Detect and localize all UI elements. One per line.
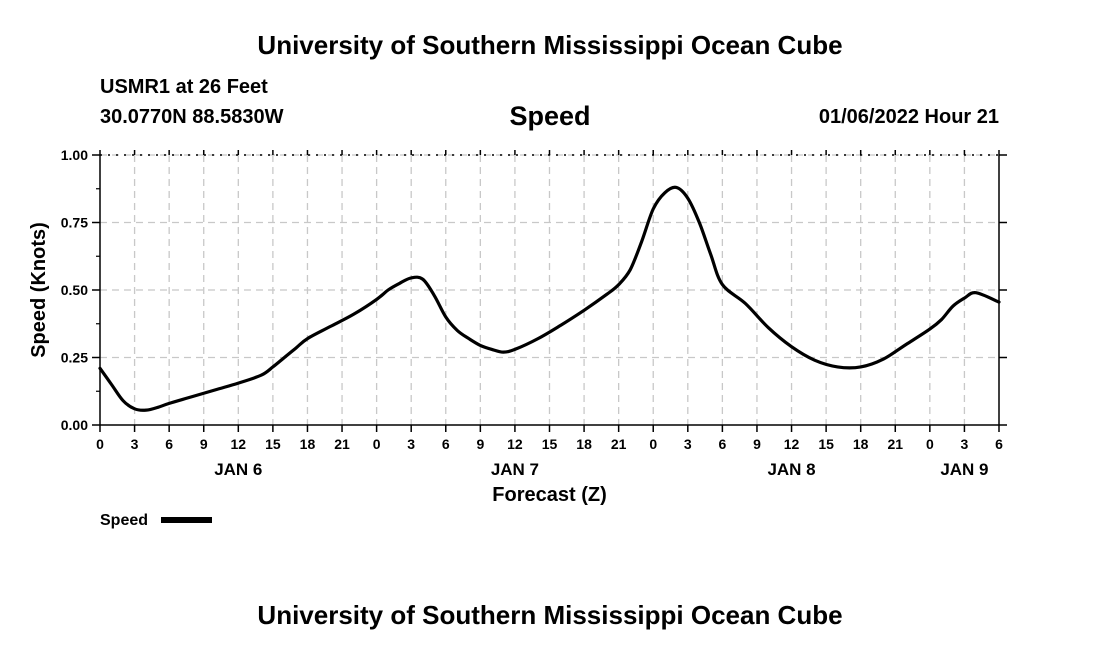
axes (92, 150, 1007, 432)
labels: 0.00 0.25 0.50 0.75 1.00 0 3 6 9 12 15 18 21 0 3 6 9 12 15… (28, 147, 1003, 529)
x-tick-label: 12 (231, 436, 247, 452)
x-tick-label: 9 (476, 436, 484, 452)
x-tick-label: 3 (684, 436, 692, 452)
x-tick-label: 3 (407, 436, 415, 452)
series-line-speed (98, 185, 1001, 412)
y-tick-label: 0.00 (61, 417, 88, 433)
x-tick-label: 15 (818, 436, 834, 452)
x-tick-label: 15 (542, 436, 558, 452)
x-tick-label: 12 (507, 436, 523, 452)
coordinates-label: 30.0770N 88.5830W (100, 106, 284, 128)
x-tick-label: 9 (753, 436, 761, 452)
x-tick-label: 18 (300, 436, 316, 452)
forecast-datetime: 01/06/2022 Hour 21 (818, 106, 999, 128)
x-tick-label: 0 (373, 436, 381, 452)
x-tick-label: 21 (611, 436, 627, 452)
x-tick-label: 6 (165, 436, 173, 452)
x-tick-label: 6 (995, 436, 1003, 452)
y-tick-label: 1.00 (61, 147, 88, 163)
series-layer (98, 185, 1001, 412)
day-label: JAN 7 (491, 460, 539, 479)
x-tick-label: 21 (334, 436, 350, 452)
day-label: JAN 6 (214, 460, 262, 479)
x-tick-label: 15 (265, 436, 281, 452)
chart-title: Speed (509, 101, 591, 131)
x-axis-title: Forecast (Z) (492, 484, 606, 506)
x-tick-label: 3 (961, 436, 969, 452)
x-tick-label: 18 (853, 436, 869, 452)
legend-label: Speed (100, 512, 148, 529)
x-tick-label: 21 (887, 436, 903, 452)
footer-title: University of Southern Mississippi Ocean… (257, 600, 843, 630)
y-axis-title: Speed (Knots) (28, 222, 50, 358)
y-tick-label: 0.50 (61, 282, 88, 298)
x-tick-label: 0 (926, 436, 934, 452)
x-tick-label: 6 (718, 436, 726, 452)
day-label: JAN 8 (767, 460, 815, 479)
x-tick-label: 0 (96, 436, 104, 452)
day-label: JAN 9 (940, 460, 988, 479)
x-tick-label: 6 (442, 436, 450, 452)
x-tick-label: 3 (131, 436, 139, 452)
y-tick-label: 0.75 (61, 215, 88, 231)
station-label: USMR1 at 26 Feet (100, 76, 268, 98)
x-tick-label: 0 (649, 436, 657, 452)
x-tick-label: 9 (200, 436, 208, 452)
x-tick-label: 18 (576, 436, 592, 452)
page-title: University of Southern Mississippi Ocean… (257, 30, 843, 60)
x-tick-label: 12 (784, 436, 800, 452)
y-tick-label: 0.25 (61, 350, 88, 366)
